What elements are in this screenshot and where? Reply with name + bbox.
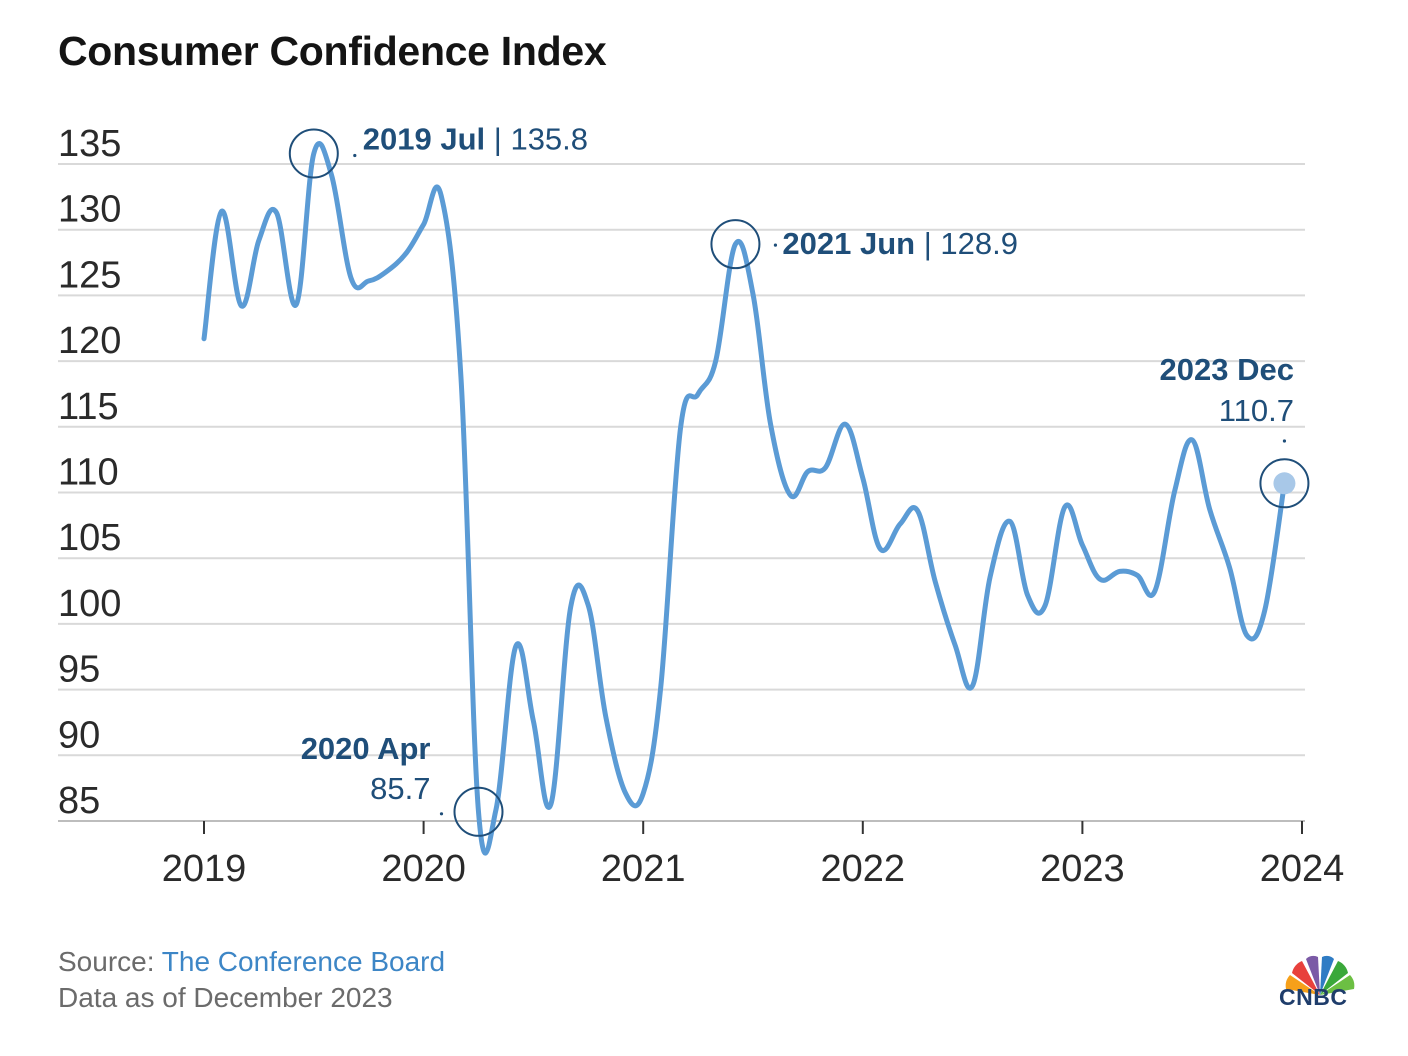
x-tick-label: 2019 <box>162 848 247 890</box>
y-tick-label: 100 <box>58 583 121 625</box>
x-tick-label: 2021 <box>601 848 686 890</box>
y-tick-label: 130 <box>58 189 121 231</box>
leader-dot <box>773 243 778 247</box>
y-tick-label: 105 <box>58 517 121 559</box>
y-tick-label: 90 <box>58 714 100 756</box>
y-tick-label: 110 <box>58 452 119 494</box>
chart-title: Consumer Confidence Index <box>58 28 607 74</box>
x-tick-label: 2023 <box>1040 848 1125 890</box>
marker-ring <box>1259 458 1310 509</box>
marker-ring <box>453 786 504 837</box>
source-link[interactable]: The Conference Board <box>161 946 446 977</box>
y-tick-label: 115 <box>58 386 119 428</box>
series-line <box>201 141 1287 856</box>
y-tick-label: 135 <box>58 123 121 165</box>
leader-dot <box>1282 439 1287 443</box>
annotation-label: 2021 Jun | 128.9 <box>782 226 1018 261</box>
y-tick-label: 125 <box>58 254 121 296</box>
source-prefix: Source: <box>58 946 162 977</box>
footer: Source: The Conference Board Data as of … <box>58 944 445 1016</box>
y-tick-label: 95 <box>58 649 100 691</box>
y-tick-label: 120 <box>58 320 121 362</box>
annotation-marker <box>453 786 504 837</box>
annotation-label: 2020 Apr <box>301 731 431 766</box>
y-axis-ticks: 135 130 125 120 115 110 105 100 95 90 85 <box>58 123 121 822</box>
data-as-of: Data as of December 2023 <box>58 982 393 1013</box>
annotations: 2019 Jul | 135.8 2020 Apr 85.7 2021 Jun | 1… <box>288 121 1310 837</box>
annotation-value: 85.7 <box>370 771 430 806</box>
marker-ring <box>710 219 761 270</box>
x-tick-label: 2020 <box>381 848 466 890</box>
x-tick-label: 2024 <box>1260 848 1345 890</box>
peacock-icon <box>1285 955 1355 995</box>
x-tick-label: 2022 <box>821 848 906 890</box>
y-tick-label: 85 <box>58 780 100 822</box>
leader-dot <box>353 153 357 158</box>
x-axis: 2019 2020 2021 2022 2023 2024 <box>162 821 1345 890</box>
annotation-value: 110.7 <box>1219 393 1294 428</box>
gridlines <box>58 163 1305 822</box>
cnbc-logo-text: CNBC <box>1279 984 1348 1010</box>
marker-ring <box>288 128 339 179</box>
annotation-label: 2019 Jul | 135.8 <box>363 121 588 156</box>
source-line: Source: The Conference Board <box>58 944 445 980</box>
annotation-marker <box>1259 458 1310 509</box>
annotation-label: 2023 Dec <box>1160 352 1294 387</box>
annotation-marker <box>288 128 339 179</box>
marker-dot <box>1273 472 1296 495</box>
series-layer <box>201 141 1287 856</box>
leader-dot <box>439 812 444 816</box>
annotation-marker <box>710 219 761 270</box>
